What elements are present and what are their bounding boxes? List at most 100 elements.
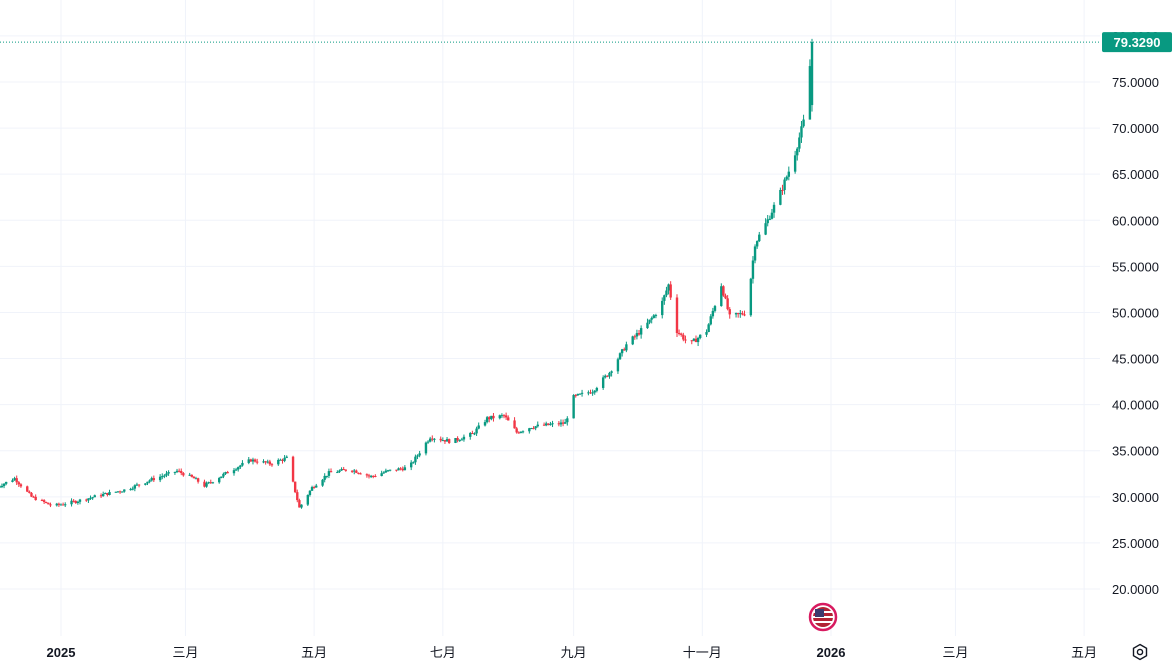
- candle-body: [606, 375, 609, 377]
- x-tick-label: 三月: [942, 645, 968, 660]
- candle-body: [17, 482, 21, 485]
- candle-body: [650, 317, 653, 320]
- x-tick-label: 十一月: [683, 645, 722, 660]
- candle-body: [338, 470, 341, 473]
- candle-body: [418, 453, 421, 456]
- candle-body: [513, 420, 516, 429]
- candle-body: [28, 491, 31, 493]
- candle-body: [726, 298, 729, 310]
- scale-settings-button[interactable]: [1128, 640, 1152, 664]
- candle-body: [93, 495, 96, 498]
- candle-body: [458, 440, 461, 442]
- candle-body: [563, 422, 567, 424]
- candle-body: [388, 469, 392, 471]
- candle-body: [306, 494, 310, 505]
- candle-body: [163, 475, 166, 477]
- candle-body: [104, 492, 107, 494]
- candle-body: [528, 428, 531, 432]
- candle-body: [808, 66, 812, 120]
- candle-body: [285, 456, 288, 458]
- candle-body: [521, 431, 525, 433]
- candle-body: [47, 502, 50, 505]
- y-tick-label: 20.0000: [1112, 582, 1159, 597]
- candle-body: [635, 333, 639, 337]
- candle-body: [751, 260, 755, 279]
- candle-body: [654, 315, 658, 317]
- candle-body: [327, 471, 331, 476]
- candle-body: [665, 290, 668, 296]
- x-axis[interactable]: 2025 三月 五月 七月 九月 十一月 2026 三月 五月: [47, 645, 1098, 660]
- y-axis[interactable]: 20.0000 25.0000 30.0000 35.0000 40.0000 45.00…: [1112, 29, 1159, 597]
- candle-body: [483, 422, 487, 426]
- candle-body: [498, 415, 501, 419]
- candle-body: [517, 432, 520, 434]
- candle-body: [462, 436, 466, 440]
- candle-body: [87, 498, 90, 501]
- candle-body: [785, 176, 788, 180]
- us-flag-event-icon[interactable]: [808, 602, 838, 632]
- candle-body: [336, 472, 339, 474]
- candle-body: [401, 468, 404, 471]
- candle-body: [91, 497, 94, 499]
- candle-body: [680, 333, 683, 335]
- candle-body: [593, 390, 596, 393]
- candle-body: [209, 482, 212, 484]
- candle-body: [755, 241, 759, 247]
- candle-body: [253, 459, 257, 462]
- last-price-badge: 79.3290: [1102, 32, 1172, 53]
- candle-body: [2, 483, 6, 486]
- candle-body: [106, 492, 109, 495]
- candle-body: [566, 418, 569, 423]
- candle-body: [13, 478, 16, 481]
- candle-body: [591, 392, 594, 394]
- candle-body: [625, 344, 628, 351]
- candle-body: [519, 431, 523, 433]
- candle-body: [770, 212, 774, 219]
- candle-body: [353, 470, 356, 472]
- candle-body: [365, 474, 369, 476]
- candle-body: [445, 439, 449, 442]
- candle-body: [325, 475, 329, 477]
- candle-body: [403, 467, 407, 471]
- candle-body: [749, 278, 753, 316]
- candle-body: [340, 469, 343, 471]
- x-tick-label: 五月: [1071, 645, 1097, 660]
- candle-body: [182, 473, 185, 476]
- candle-body: [277, 459, 280, 465]
- candle-body: [165, 473, 168, 476]
- candle-body: [270, 464, 274, 466]
- candle-body: [507, 417, 510, 421]
- candle-body: [374, 475, 377, 477]
- candle-body: [796, 148, 799, 156]
- candle-body: [722, 286, 725, 296]
- candle-body: [637, 333, 641, 335]
- candle-body: [557, 423, 561, 425]
- candle-body: [532, 428, 535, 430]
- candle-body: [768, 218, 772, 220]
- candle-body: [367, 475, 371, 477]
- candle-body: [55, 503, 58, 506]
- candle-body: [547, 423, 550, 425]
- candle-body: [500, 415, 504, 417]
- candle-body: [4, 481, 8, 484]
- candle-body: [146, 481, 149, 484]
- candle-body: [211, 482, 215, 484]
- candle-body: [226, 472, 229, 474]
- candle-body: [675, 297, 679, 334]
- candle-body: [477, 425, 480, 429]
- candle-body: [101, 493, 105, 497]
- candle-body: [342, 469, 345, 471]
- candle-body: [247, 459, 250, 463]
- candle-body: [469, 433, 472, 437]
- candle-body: [89, 497, 92, 499]
- candle-body: [711, 310, 715, 317]
- candle-body: [414, 456, 417, 463]
- candle-body: [623, 349, 626, 351]
- candle-body: [694, 338, 698, 343]
- candle-body: [194, 478, 198, 480]
- candle-body: [308, 490, 312, 495]
- candlestick-series: [0, 38, 814, 509]
- candle-body: [618, 353, 622, 360]
- candle-body: [793, 155, 797, 172]
